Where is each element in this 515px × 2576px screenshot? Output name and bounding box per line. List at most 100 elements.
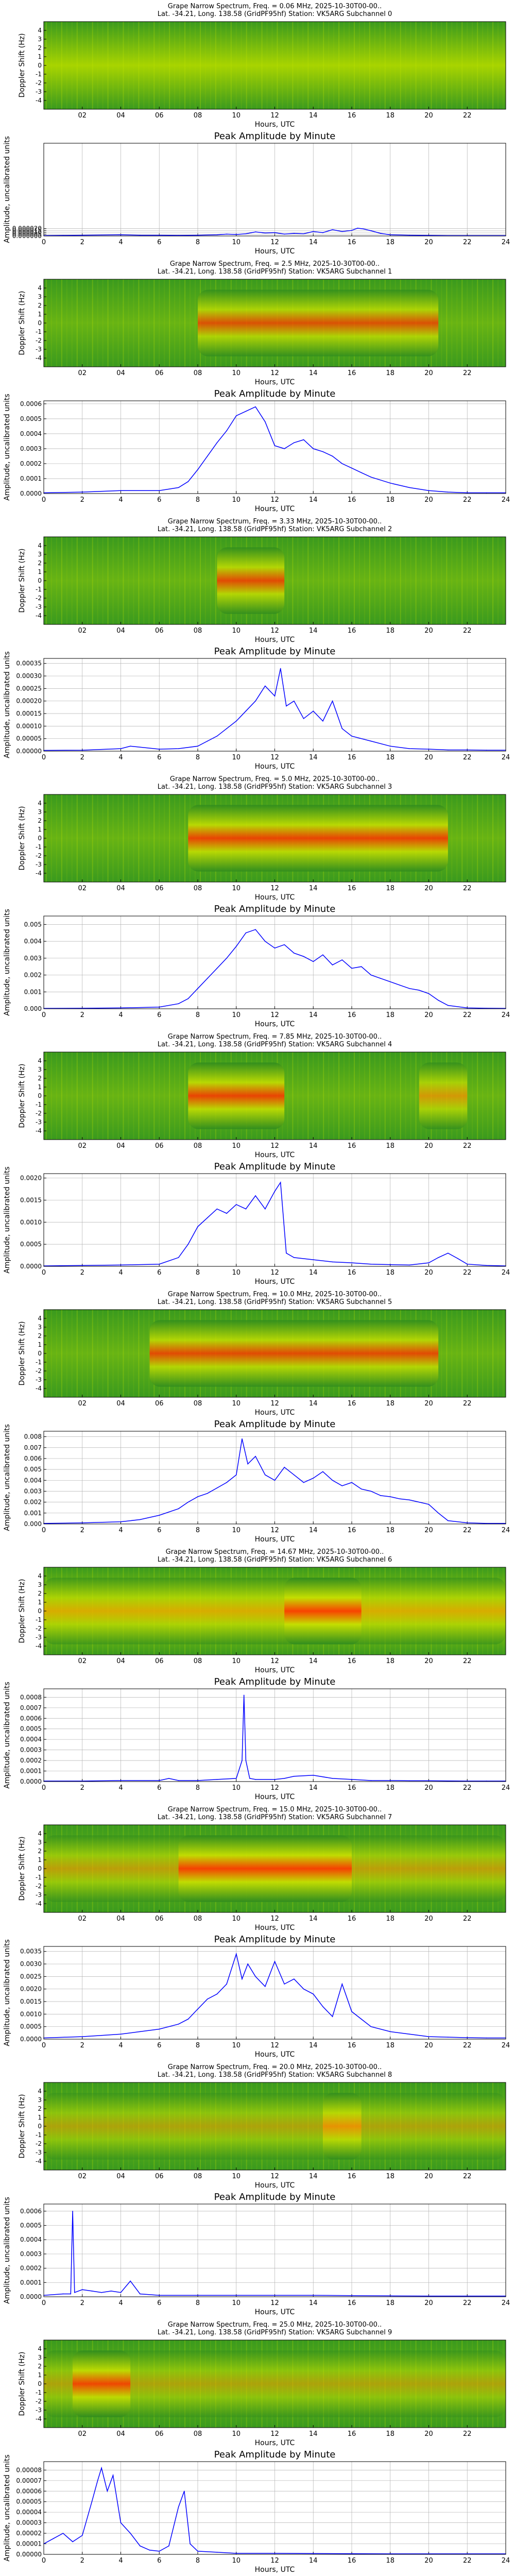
amplitude-data-point [197,2295,198,2296]
spectrum-title: Grape Narrow Spectrum, Freq. = 10.0 MHz,… [168,1291,382,1298]
amplitude-data-point [409,487,410,488]
x-tick-label: 08 [194,112,202,120]
x-tick-label: 18 [386,2173,394,2180]
amplitude-data-point [120,1780,122,1781]
x-tick-label: 22 [463,1011,472,1019]
amplitude-data-point [360,2019,362,2020]
y-tick-label: 4 [38,27,42,34]
x-tick-label: 22 [463,1915,472,1923]
x-tick-label: 04 [116,112,125,120]
x-tick-label: 10 [232,496,241,504]
x-tick-label: 10 [232,627,241,635]
amplitude-data-point [409,1780,410,1782]
amplitude-data-point [216,1208,218,1210]
amplitude-data-point [120,2292,122,2293]
x-axis-label: Hours, UTC [255,2439,295,2447]
y-tick-label: 0.007 [24,1444,42,1451]
y-tick-label: -4 [36,870,42,877]
x-tick-label: 4 [118,754,123,761]
y-tick-label: -2 [36,1367,42,1375]
x-tick-label: 18 [386,239,394,246]
spectrum-title: Grape Narrow Spectrum, Freq. = 14.67 MHz… [166,1548,384,1556]
y-tick-label: 2 [38,560,42,567]
amplitude-data-point [81,1008,83,1009]
x-tick-label: 18 [386,1784,394,1792]
amplitude-data-point [187,1501,189,1503]
x-tick-label: 18 [386,754,394,761]
x-tick-label: 8 [196,1269,200,1277]
y-tick-label: -3 [36,88,42,95]
x-axis-label: Hours, UTC [255,636,295,644]
plot-frame [43,400,506,494]
x-tick-label: 14 [309,1011,318,1019]
y-tick-label: 0.0010 [20,1218,42,1226]
amplitude-series-line [43,929,506,1009]
y-tick-label: 0.004 [24,1477,42,1484]
x-tick-label: 04 [116,1915,125,1923]
amplitude-data-point [216,1993,218,1995]
y-tick-label: 0.00001 [16,2540,42,2548]
x-tick-label: 16 [348,627,356,635]
amplitude-data-point [419,1501,420,1503]
x-tick-label: 22 [463,239,472,246]
amplitude-data-point [197,469,198,470]
spectrum-activity-region [44,2093,506,2160]
x-tick-label: 18 [386,2299,394,2307]
y-tick-label: -1 [36,1616,42,1623]
y-tick-label: 1 [38,2114,42,2121]
x-tick-label: 16 [348,496,356,504]
amplitude-data-point [178,1003,179,1004]
amplitude-data-point [380,1495,381,1496]
x-tick-label: 18 [386,1527,394,1534]
y-tick-label: 0.0005 [20,2023,42,2030]
x-tick-label: 6 [157,1784,161,1792]
spectrum-title: Grape Narrow Spectrum, Freq. = 15.0 MHz,… [168,1806,382,1814]
y-tick-label: 4 [38,2345,42,2352]
amplitude-data-point [112,2475,114,2476]
y-tick-label: 0.0004 [20,1736,42,1743]
y-tick-label: 0.00008 [16,2466,42,2473]
amplitude-data-point [341,463,343,464]
spectrum-activity-region [178,1835,352,1902]
amplitude-data-point [130,745,131,747]
x-tick-label: 20 [424,2173,433,2180]
amplitude-data-point [249,1778,250,1779]
x-tick-label: 20 [424,2299,433,2307]
spectrum-title: Grape Narrow Spectrum, Freq. = 3.33 MHz,… [168,518,382,526]
amplitude-data-point [286,705,287,707]
x-tick-label: 10 [232,1269,241,1277]
y-tick-label: 0 [38,2380,42,2387]
amplitude-data-point [159,1263,160,1265]
line-chart-title: Peak Amplitude by Minute [214,1161,336,1172]
plot-frame [43,916,506,1009]
y-tick-label: -2 [36,79,42,87]
x-axis-label: Hours, UTC [255,762,295,771]
y-axis-label: Amplitude, uncalibrated units [3,1682,11,1789]
x-tick-label: 10 [232,2299,241,2307]
x-tick-label: 18 [386,1400,394,1408]
amplitude-data-point [303,718,304,719]
y-tick-label: -1 [36,843,42,851]
x-tick-label: 12 [270,2173,279,2180]
amplitude-data-point [226,1213,227,1214]
y-tick-label: 1 [38,1083,42,1091]
amplitude-data-point [370,974,372,976]
x-tick-label: 20 [424,496,433,504]
amplitude-data-point [235,1474,237,1476]
amplitude-data-point [284,1778,285,1779]
x-tick-label: 04 [116,2173,125,2180]
amplitude-data-point [313,2295,314,2296]
x-tick-label: 12 [270,239,279,246]
y-tick-label: 0.0006 [20,1715,42,1722]
x-tick-label: 12 [270,2557,279,2565]
y-tick-label: 0.00007 [16,2477,42,2484]
amplitude-data-point [140,2293,141,2295]
x-tick-label: 16 [348,1657,356,1665]
x-tick-label: 22 [463,754,472,761]
y-tick-label: -1 [36,1101,42,1108]
x-tick-label: 14 [309,1400,318,1408]
amplitude-data-point [216,1779,218,1780]
amplitude-data-point [313,1993,314,1995]
amplitude-data-point [332,455,333,457]
y-tick-label: -2 [36,1625,42,1632]
